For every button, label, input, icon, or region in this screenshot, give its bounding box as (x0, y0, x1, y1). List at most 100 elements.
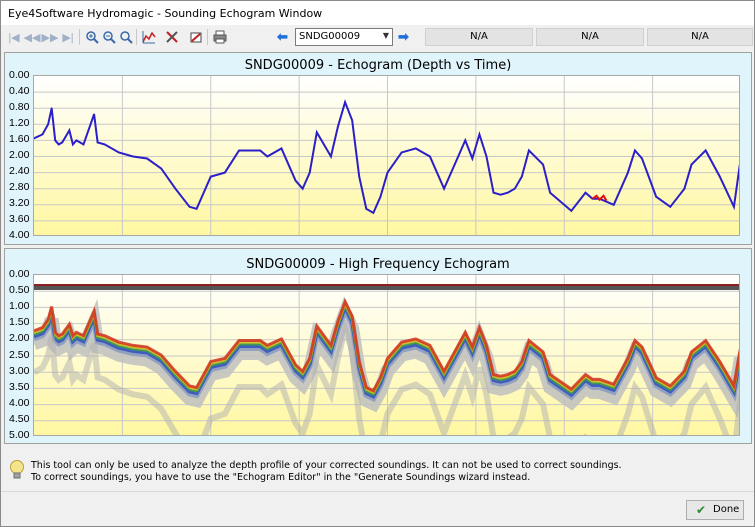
y-tick-label: 0.80 (9, 101, 30, 113)
depth-point (160, 167, 163, 170)
depth-point (379, 195, 382, 198)
y-tick-label: 1.20 (9, 117, 30, 129)
depth-point (266, 155, 269, 158)
sounding-select[interactable]: SNDG00009 ▼ (295, 28, 393, 46)
last-icon[interactable]: ▶| (62, 31, 74, 44)
depth-point (556, 197, 558, 200)
y-tick-label: 1.50 (9, 316, 30, 329)
info-text-line-1: This tool can only be used to analyze th… (31, 460, 622, 471)
depth-point (61, 141, 64, 144)
zoom-in-icon[interactable] (84, 29, 100, 45)
export-icon[interactable] (188, 29, 204, 45)
depth-point (330, 155, 332, 158)
depth-point (513, 187, 516, 190)
depth-point (457, 155, 460, 158)
sounding-select-value: SNDG00009 (299, 31, 361, 42)
depth-point (82, 143, 85, 146)
depth-point (68, 129, 71, 132)
window-title: Eye4Software Hydromagic - Sounding Echog… (8, 7, 323, 20)
depth-point (118, 151, 120, 154)
y-tick-label: 5.00 (9, 429, 30, 441)
zoom-out-icon[interactable] (101, 29, 117, 45)
info-text-line-2: To correct soundings, you have to use th… (31, 472, 531, 483)
depth-point (259, 149, 262, 152)
depth-point (464, 139, 467, 142)
echo-band (34, 297, 739, 393)
depth-point (365, 208, 368, 210)
depth-point (89, 123, 92, 126)
depth-point (195, 208, 198, 210)
depth-point (506, 191, 509, 194)
depth-point (704, 149, 707, 152)
chart-icon[interactable] (141, 29, 157, 45)
depth-chart-background (34, 76, 739, 235)
y-tick-label: 2.50 (9, 348, 30, 361)
depth-chart-svg (34, 76, 739, 235)
y-tick-label: 2.80 (9, 181, 30, 193)
depth-point (41, 133, 44, 136)
previous-sounding-button[interactable]: ⬅ (277, 29, 288, 44)
depth-point (718, 175, 721, 178)
depth-point (301, 187, 304, 190)
toolbar: |◀ ◀◀ ▶▶ ▶| ⬅ SNDG00009 ▼ (1, 25, 754, 49)
done-button[interactable]: ✔ Done (686, 500, 744, 520)
depth-point (478, 133, 481, 136)
depth-point (372, 212, 375, 214)
y-tick-label: 0.40 (9, 85, 30, 97)
echo-multiple (34, 317, 739, 435)
depth-point (669, 206, 672, 208)
depth-point (202, 191, 205, 194)
depth-point (443, 187, 445, 190)
first-icon[interactable]: |◀ (8, 31, 20, 44)
depth-point (641, 157, 643, 160)
tools-icon[interactable] (164, 29, 180, 45)
depth-point (549, 191, 551, 194)
y-tick-label: 2.00 (9, 149, 30, 161)
depth-point (528, 149, 530, 152)
y-tick-label: 3.20 (9, 197, 30, 209)
highlight-segment (591, 194, 608, 202)
depth-point (34, 137, 35, 140)
depth-chart-title: SNDG00009 - Echogram (Depth vs Time) (244, 58, 512, 73)
depth-point (294, 179, 297, 182)
depth-point (471, 157, 474, 160)
depth-point (54, 139, 57, 142)
depth-point (485, 155, 488, 158)
y-tick-label: 0.00 (9, 268, 30, 280)
prev-icon[interactable]: ◀◀ (23, 31, 41, 44)
next-sounding-button[interactable]: ➡ (398, 29, 409, 44)
surface-band-dark (34, 286, 739, 290)
depth-point (132, 155, 134, 158)
depth-point (570, 210, 573, 212)
zoom-fit-icon[interactable] (118, 29, 134, 45)
depth-point (429, 155, 431, 158)
print-icon[interactable] (212, 29, 228, 45)
y-tick-label: 2.00 (9, 332, 30, 345)
y-tick-label: 0.50 (9, 284, 30, 297)
depth-point (386, 171, 389, 174)
chevron-down-icon: ▼ (382, 31, 389, 40)
depth-point (521, 175, 523, 178)
done-label: Done (713, 504, 740, 515)
depth-point (238, 149, 240, 152)
surface-band-red (34, 284, 739, 286)
depth-point (146, 157, 148, 160)
depth-point (612, 204, 615, 206)
title-bar: Eye4Software Hydromagic - Sounding Echog… (1, 1, 754, 25)
depth-chart-plot[interactable] (33, 75, 740, 236)
echogram-plot[interactable] (33, 274, 740, 436)
depth-point (634, 149, 636, 152)
y-tick-label: 4.00 (9, 396, 30, 409)
toolbar-separator (79, 29, 80, 45)
next-icon[interactable]: ▶▶ (41, 31, 59, 44)
depth-point (308, 171, 311, 174)
depth-point (542, 163, 544, 166)
depth-point (351, 119, 353, 122)
depth-point (358, 175, 361, 178)
y-tick-label: 2.40 (9, 165, 30, 177)
y-tick-label: 4.00 (9, 229, 30, 241)
depth-point (103, 143, 106, 146)
depth-point (280, 147, 283, 150)
y-tick-label: 1.60 (9, 133, 30, 145)
